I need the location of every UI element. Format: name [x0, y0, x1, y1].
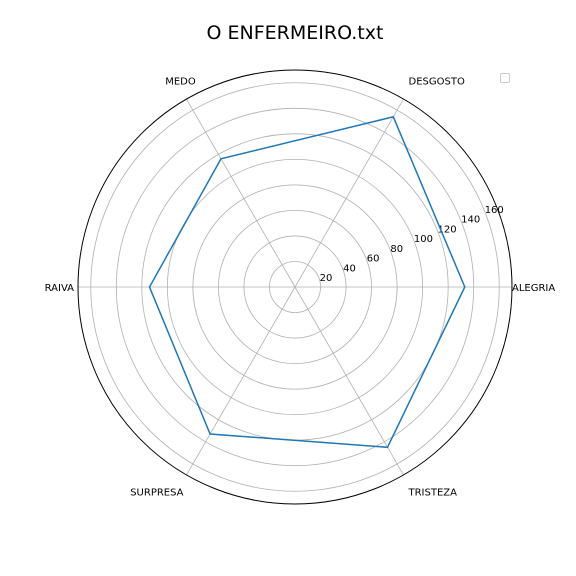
radial-tick-label: 120 — [438, 224, 457, 235]
radial-tick-label: 20 — [320, 273, 333, 284]
radial-tick-label: 40 — [343, 263, 356, 274]
grid-spoke — [294, 98, 404, 288]
category-label: MEDO — [165, 77, 196, 88]
radial-tick-label: 100 — [414, 234, 433, 245]
legend-box — [500, 73, 510, 83]
grid-spoke — [186, 98, 296, 288]
radial-tick-label: 60 — [367, 254, 380, 265]
category-label: RAIVA — [45, 283, 75, 294]
polar-frame — [77, 69, 513, 505]
category-label: DESGOSTO — [409, 77, 465, 88]
category-label: ALEGRIA — [512, 283, 555, 294]
category-label: TRISTEZA — [408, 487, 458, 498]
radial-tick-label: 140 — [461, 215, 480, 226]
grid-spoke — [186, 286, 296, 476]
radial-tick-label: 80 — [390, 244, 403, 255]
grid-spoke — [294, 286, 404, 476]
category-label: SURPRESA — [130, 487, 183, 498]
chart-title: O ENFERMEIRO.txt — [206, 22, 384, 44]
series-line — [148, 115, 466, 449]
radial-tick-label: 160 — [485, 205, 504, 216]
